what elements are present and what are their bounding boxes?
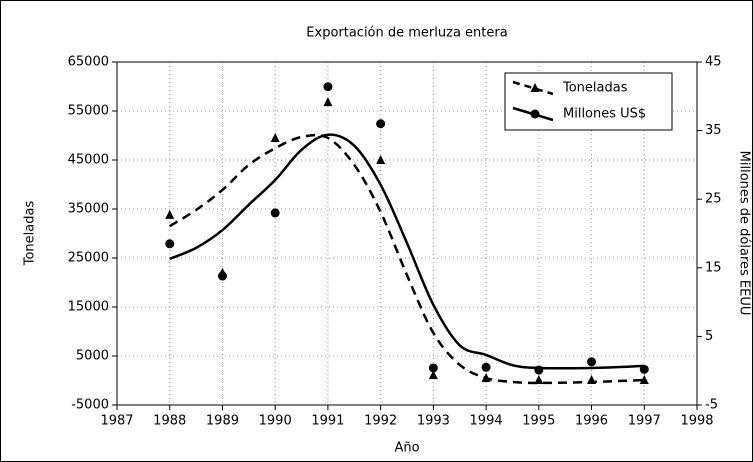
x-tick-label: 1988	[153, 414, 186, 429]
y2-tick-label: 45	[705, 55, 722, 70]
point	[165, 239, 175, 249]
x-tick-label: 1991	[311, 414, 344, 429]
point	[270, 132, 280, 142]
point	[587, 357, 597, 367]
y2-tick-label: 25	[705, 192, 722, 207]
x-tick-label: 1990	[259, 414, 292, 429]
point	[376, 155, 386, 164]
x-tick-label: 1987	[100, 414, 133, 429]
x-tick-label: 1995	[522, 414, 555, 429]
y-tick-label: 15000	[68, 300, 109, 315]
point	[587, 375, 597, 385]
point	[534, 365, 544, 375]
legend-label: Millones US$	[563, 107, 646, 122]
point	[481, 362, 491, 372]
plot-area	[116, 61, 698, 406]
y-tick-label: -5000	[71, 398, 109, 413]
point	[428, 370, 438, 380]
point	[534, 375, 544, 385]
x-tick-label: 1996	[575, 414, 608, 429]
legend-label: Toneladas	[562, 81, 628, 96]
y-tick-label: 25000	[68, 251, 109, 266]
x-tick-label: 1992	[364, 414, 397, 429]
y2-tick-label: 5	[705, 329, 713, 344]
y-tick-label: 35000	[68, 202, 109, 217]
legend-marker	[530, 83, 540, 92]
x-tick-label: 1997	[628, 414, 661, 429]
x-tick-label: 1993	[417, 414, 450, 429]
point	[217, 271, 227, 281]
x-tick-label: 1989	[206, 414, 239, 429]
legend-marker	[530, 109, 540, 119]
point	[481, 373, 491, 383]
y2-tick-label: 35	[705, 123, 722, 138]
y-tick-label: 5000	[76, 349, 109, 364]
point	[639, 375, 649, 385]
legend-line	[512, 80, 554, 96]
chart-title: Exportación de merluza entera	[306, 26, 507, 41]
y2-tick-label: 15	[705, 260, 722, 275]
fit-line	[169, 133, 645, 370]
y-axis-label: Toneladas	[23, 201, 38, 267]
x-tick-label: 1994	[470, 414, 503, 429]
point	[323, 97, 333, 107]
point	[165, 209, 175, 219]
point	[323, 82, 333, 92]
y-tick-label: 65000	[68, 55, 109, 70]
y2-tick-label: -5	[705, 398, 718, 413]
point	[639, 364, 649, 374]
x-axis-label: Año	[394, 441, 419, 456]
y-tick-label: 55000	[68, 104, 109, 119]
x-tick-label: 1998	[680, 414, 713, 429]
fit-line	[169, 133, 645, 385]
legend-box	[504, 72, 673, 131]
point	[270, 208, 280, 218]
y-tick-label: 45000	[68, 153, 109, 168]
point	[428, 363, 438, 373]
y2-axis-label: Millones de dólares EEUU	[737, 151, 752, 316]
point	[376, 119, 386, 129]
